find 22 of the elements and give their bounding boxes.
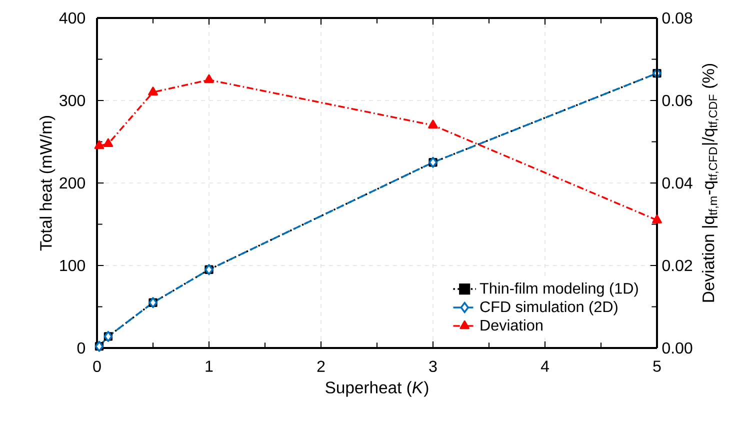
y-tick-label: 100 [60, 260, 86, 272]
x-tick-label: 2 [317, 360, 325, 372]
x-tick-label: 5 [653, 360, 661, 372]
y2-tick-label: 0.04 [662, 177, 692, 189]
y-tick-label: 300 [60, 94, 86, 106]
legend-label: CFD simulation (2D) [480, 300, 618, 316]
x-tick-label: 4 [540, 360, 549, 372]
x-tick-label: 3 [429, 360, 437, 372]
y2-axis-title: Deviation |q$_{tf,m}$-q$_{tf,CFD}$|/q$_{tf,CDF}$ (%) [702, 64, 718, 302]
x-tick-label: 1 [206, 360, 213, 372]
y2-tick-label: 0.06 [662, 94, 692, 106]
y-axis-title: Total heat (mW/m) [40, 116, 56, 251]
y2-tick-label: 0.00 [662, 342, 692, 354]
y2-tick-label: 0.08 [662, 12, 692, 24]
y-tick-label: 400 [59, 12, 86, 24]
y2-tick-label: 0.02 [662, 260, 692, 272]
legend-label: Thin-film modeling (1D) [480, 282, 638, 297]
y-tick-label: 200 [60, 177, 86, 189]
x-tick-label: 0 [93, 360, 101, 372]
legend-label: Deviation [480, 319, 542, 331]
x-axis-title: Superheat (K) [326, 381, 428, 397]
y-tick-label: 0 [77, 342, 86, 354]
